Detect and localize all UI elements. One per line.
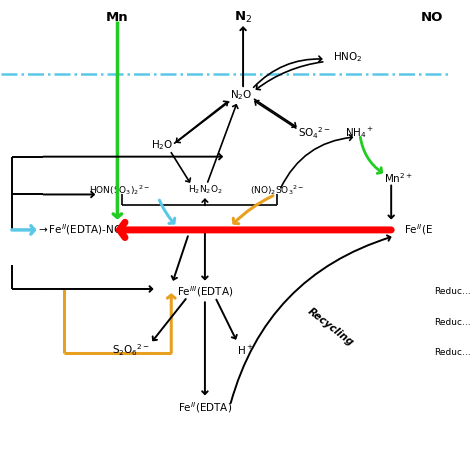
Text: Recycling: Recycling (306, 306, 356, 348)
Text: Fe$^{III}$(EDTA): Fe$^{III}$(EDTA) (177, 284, 233, 299)
Text: N$_2$: N$_2$ (234, 9, 252, 25)
Text: H$^+$: H$^+$ (237, 344, 254, 357)
Text: NH$_4$$^+$: NH$_4$$^+$ (345, 126, 374, 140)
Text: $\rightarrow$Fe$^{II}$(EDTA)-NO: $\rightarrow$Fe$^{II}$(EDTA)-NO (36, 222, 123, 237)
Text: Reduc...: Reduc... (434, 287, 471, 296)
Text: HON(SO$_3$)$_2$$^{2-}$: HON(SO$_3$)$_2$$^{2-}$ (89, 183, 150, 197)
Text: HNO$_2$: HNO$_2$ (333, 51, 363, 64)
Text: S$_2$O$_6$$^{2-}$: S$_2$O$_6$$^{2-}$ (112, 343, 150, 358)
Text: NO: NO (420, 11, 443, 24)
Text: Mn$^{2+}$: Mn$^{2+}$ (384, 171, 413, 185)
Text: Fe$^{II}$(E: Fe$^{II}$(E (404, 222, 433, 237)
Text: Mn: Mn (106, 11, 129, 24)
Text: Fe$^{II}$(EDTA): Fe$^{II}$(EDTA) (178, 400, 232, 415)
Text: N$_2$O: N$_2$O (229, 88, 252, 102)
Text: H$_2$N$_2$O$_2$: H$_2$N$_2$O$_2$ (188, 183, 222, 196)
Text: Reduc...: Reduc... (434, 348, 471, 357)
Text: SO$_4$$^{2-}$: SO$_4$$^{2-}$ (298, 125, 331, 141)
Text: Reduc...: Reduc... (434, 318, 471, 327)
Text: (NO)$_2$SO$_3$$^{2-}$: (NO)$_2$SO$_3$$^{2-}$ (250, 183, 304, 197)
Text: H$_2$O: H$_2$O (151, 138, 173, 152)
